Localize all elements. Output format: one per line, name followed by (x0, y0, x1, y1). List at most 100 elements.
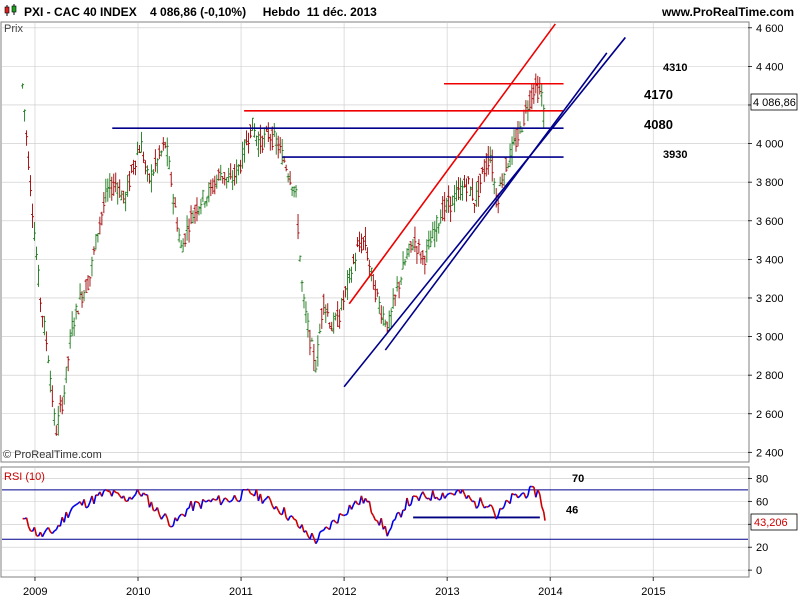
rsi-tick-label: 20 (756, 542, 768, 554)
rsi-segment (354, 500, 359, 505)
rsi-segment (103, 488, 107, 492)
price-tick-label: 3 600 (756, 216, 784, 228)
x-tick-label: 2009 (23, 586, 47, 598)
rsi-segment (345, 512, 349, 516)
rsi-segment (122, 495, 127, 502)
rsi-segment (206, 499, 210, 503)
rsi-segment (525, 495, 529, 499)
rsi-segment (236, 499, 240, 503)
rsi-segment (132, 493, 137, 498)
rsi-segment (230, 499, 234, 503)
rsi-segment (350, 504, 355, 510)
trend-lines (343, 23, 627, 388)
trend-line-blue-2 (384, 52, 608, 351)
rsi-segment (346, 504, 351, 514)
rsi-segment (319, 530, 323, 533)
price-grid (2, 22, 748, 462)
last-price-tag-text: 4 086,86 (753, 97, 796, 109)
price-panel (0, 21, 750, 463)
rsi-segment (41, 532, 46, 538)
rsi-segment (473, 500, 478, 509)
rsi-segment (426, 497, 430, 500)
rsi-tick-label: 0 (756, 565, 762, 577)
watermark: © ProRealTime.com (3, 449, 102, 461)
rsi-segment (33, 527, 38, 536)
price-tick-label: 2 600 (756, 409, 784, 421)
rsi-segment (380, 518, 385, 530)
rsi-segment (331, 519, 335, 523)
rsi-segment (489, 504, 493, 508)
rsi-segment (233, 494, 238, 501)
x-tick-label: 2012 (332, 586, 356, 598)
rsi-segment (400, 509, 404, 518)
rsi-segment (142, 492, 147, 496)
rsi-segment (283, 507, 287, 518)
rsi-segment (410, 495, 414, 505)
rsi-segment (517, 495, 521, 499)
rsi-segment (75, 502, 79, 506)
rsi-segment (422, 491, 426, 497)
rsi-tick-label: 80 (756, 473, 768, 485)
rsi-segment (295, 519, 299, 527)
rsi-segment (538, 494, 543, 507)
price-tick-label: 2 400 (756, 447, 784, 459)
rsi-segment (341, 513, 344, 517)
rsi-segment (311, 532, 315, 539)
rsi-segment (202, 498, 206, 503)
rsi-segment (150, 501, 155, 511)
rsi-segment (269, 499, 274, 506)
rsi-segment (43, 529, 48, 534)
rsi-segment (101, 490, 105, 497)
level-label-3930: 3930 (663, 149, 687, 161)
rsi-segment (212, 498, 216, 501)
rsi-segment (250, 492, 253, 496)
rsi-segment (521, 492, 525, 495)
rsi-segment (408, 503, 412, 507)
level-label-4170: 4170 (644, 87, 673, 102)
rsi-segment (336, 513, 341, 524)
rsi-segment (172, 517, 176, 526)
rsi-segment (111, 490, 115, 497)
rsi-segment (541, 506, 545, 513)
rsi-segment (461, 489, 466, 495)
rsi-segment (491, 506, 495, 513)
rsi-segment (453, 490, 458, 496)
rsi-segment (83, 499, 87, 509)
rsi-segment (446, 493, 450, 497)
rsi-segment (305, 530, 309, 537)
rsi-segment (27, 526, 32, 532)
rsi-segment (85, 506, 89, 509)
rsi-segment (501, 506, 505, 510)
level-label-4080: 4080 (644, 117, 673, 132)
rsi-segment (328, 521, 333, 530)
rsi-segment (469, 498, 474, 503)
rsi-segment (467, 494, 472, 500)
rsi-segment (178, 513, 182, 518)
rsi-segment (277, 509, 281, 515)
rsi-segment (93, 494, 97, 505)
price-tick-label: 2 800 (756, 370, 784, 382)
rsi-segment (394, 512, 398, 520)
price-tick-label: 4 600 (756, 23, 784, 35)
rsi-segment (370, 512, 375, 517)
site-link[interactable]: www.ProRealTime.com (661, 5, 794, 19)
x-tick-label: 2013 (435, 586, 459, 598)
candlestick-logo-icon (4, 4, 17, 16)
rsi-segment (479, 497, 484, 504)
rsi-segment (105, 488, 109, 492)
rsi-grid (2, 467, 748, 577)
rsi-segment (375, 519, 378, 522)
rsi-segment (168, 525, 172, 528)
rsi-segment (192, 501, 196, 511)
rsi-segment (436, 496, 440, 501)
rsi-segment (63, 511, 67, 523)
rsi-segment (495, 515, 499, 520)
x-tick-label: 2014 (538, 586, 562, 598)
rsi-segment (434, 496, 438, 500)
last-price-tag: 4 086,86 (750, 93, 798, 111)
level-labels: 4310 4170 4080 3930 (644, 62, 687, 161)
rsi-segment (224, 497, 228, 500)
